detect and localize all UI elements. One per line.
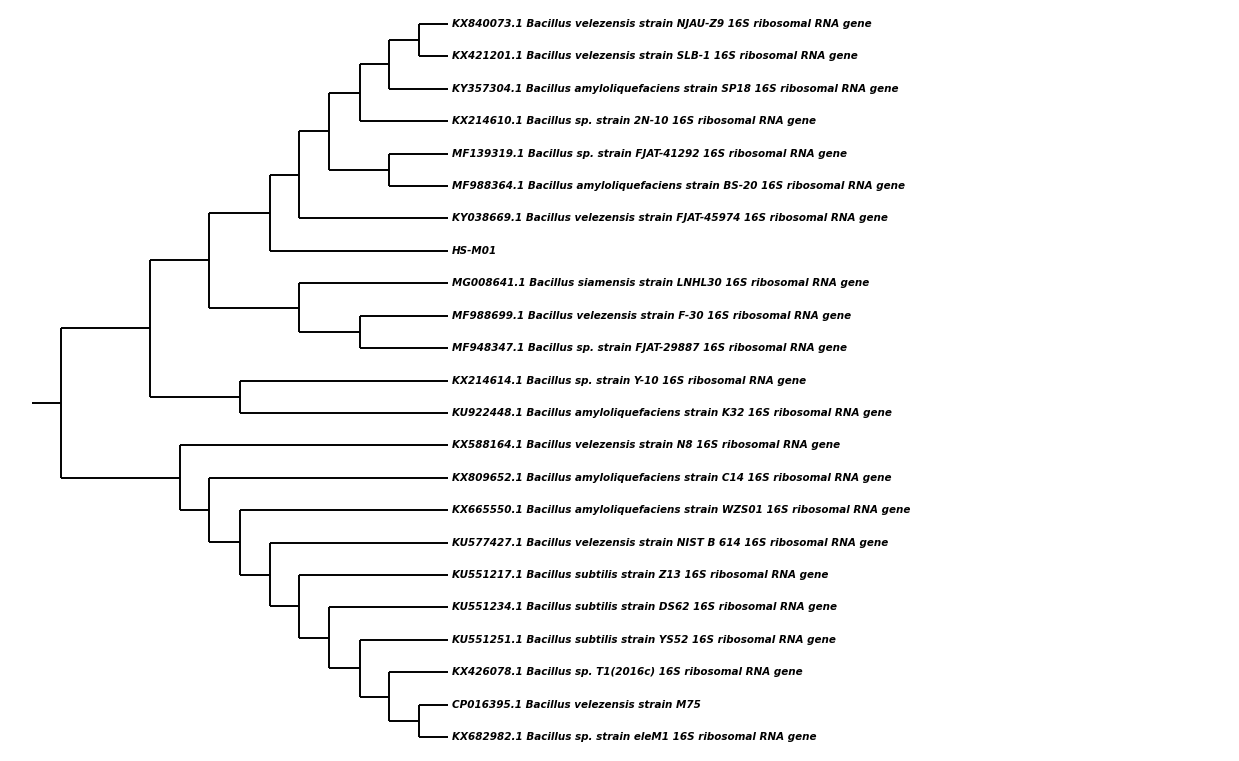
Text: KX665550.1 Bacillus amyloliquefaciens strain WZS01 16S ribosomal RNA gene: KX665550.1 Bacillus amyloliquefaciens st… (452, 505, 911, 515)
Text: KY357304.1 Bacillus amyloliquefaciens strain SP18 16S ribosomal RNA gene: KY357304.1 Bacillus amyloliquefaciens st… (452, 84, 898, 94)
Text: KX809652.1 Bacillus amyloliquefaciens strain C14 16S ribosomal RNA gene: KX809652.1 Bacillus amyloliquefaciens st… (452, 473, 892, 482)
Text: KU577427.1 Bacillus velezensis strain NIST B 614 16S ribosomal RNA gene: KU577427.1 Bacillus velezensis strain NI… (452, 537, 888, 548)
Text: KY038669.1 Bacillus velezensis strain FJAT-45974 16S ribosomal RNA gene: KY038669.1 Bacillus velezensis strain FJ… (452, 213, 888, 224)
Text: KX421201.1 Bacillus velezensis strain SLB-1 16S ribosomal RNA gene: KX421201.1 Bacillus velezensis strain SL… (452, 51, 859, 61)
Text: KX682982.1 Bacillus sp. strain eleM1 16S ribosomal RNA gene: KX682982.1 Bacillus sp. strain eleM1 16S… (452, 732, 817, 742)
Text: KX840073.1 Bacillus velezensis strain NJAU-Z9 16S ribosomal RNA gene: KX840073.1 Bacillus velezensis strain NJ… (452, 19, 872, 29)
Text: MF988699.1 Bacillus velezensis strain F-30 16S ribosomal RNA gene: MF988699.1 Bacillus velezensis strain F-… (452, 310, 851, 320)
Text: KX588164.1 Bacillus velezensis strain N8 16S ribosomal RNA gene: KX588164.1 Bacillus velezensis strain N8… (452, 441, 840, 451)
Text: MF948347.1 Bacillus sp. strain FJAT-29887 16S ribosomal RNA gene: MF948347.1 Bacillus sp. strain FJAT-2988… (452, 343, 847, 353)
Text: CP016395.1 Bacillus velezensis strain M75: CP016395.1 Bacillus velezensis strain M7… (452, 700, 701, 710)
Text: KU551234.1 Bacillus subtilis strain DS62 16S ribosomal RNA gene: KU551234.1 Bacillus subtilis strain DS62… (452, 603, 838, 613)
Text: KU551217.1 Bacillus subtilis strain Z13 16S ribosomal RNA gene: KU551217.1 Bacillus subtilis strain Z13 … (452, 570, 829, 580)
Text: KU551251.1 Bacillus subtilis strain YS52 16S ribosomal RNA gene: KU551251.1 Bacillus subtilis strain YS52… (452, 635, 836, 645)
Text: KU922448.1 Bacillus amyloliquefaciens strain K32 16S ribosomal RNA gene: KU922448.1 Bacillus amyloliquefaciens st… (452, 408, 892, 418)
Text: MF139319.1 Bacillus sp. strain FJAT-41292 16S ribosomal RNA gene: MF139319.1 Bacillus sp. strain FJAT-4129… (452, 148, 847, 158)
Text: KX426078.1 Bacillus sp. T1(2016c) 16S ribosomal RNA gene: KX426078.1 Bacillus sp. T1(2016c) 16S ri… (452, 667, 803, 677)
Text: HS-M01: HS-M01 (452, 246, 498, 256)
Text: MG008641.1 Bacillus siamensis strain LNHL30 16S ribosomal RNA gene: MG008641.1 Bacillus siamensis strain LNH… (452, 279, 870, 288)
Text: MF988364.1 Bacillus amyloliquefaciens strain BS-20 16S ribosomal RNA gene: MF988364.1 Bacillus amyloliquefaciens st… (452, 181, 906, 191)
Text: KX214614.1 Bacillus sp. strain Y-10 16S ribosomal RNA gene: KX214614.1 Bacillus sp. strain Y-10 16S … (452, 375, 807, 386)
Text: KX214610.1 Bacillus sp. strain 2N-10 16S ribosomal RNA gene: KX214610.1 Bacillus sp. strain 2N-10 16S… (452, 116, 817, 126)
